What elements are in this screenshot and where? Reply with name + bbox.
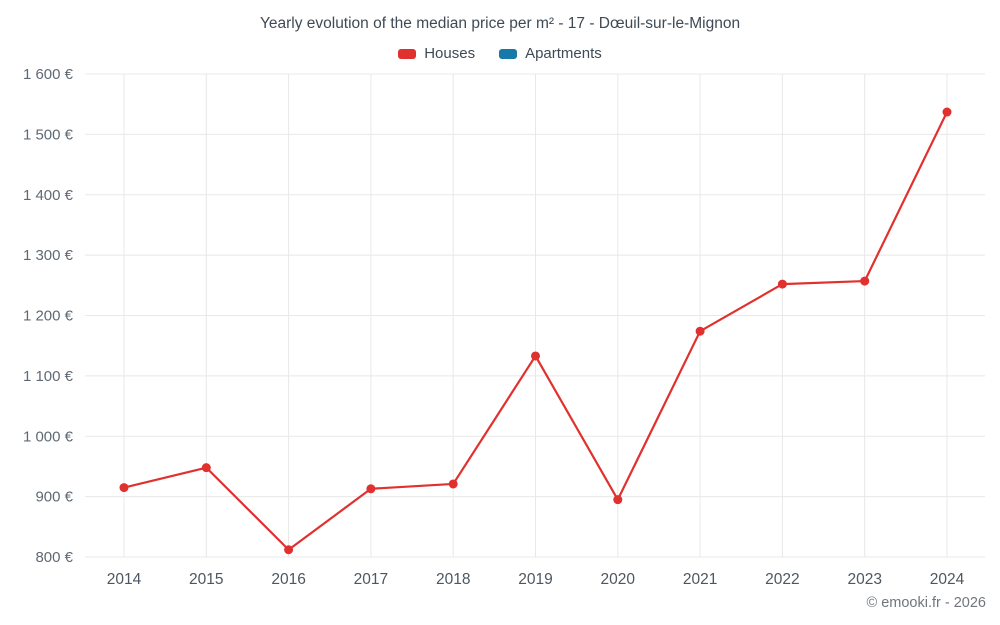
data-point[interactable] bbox=[119, 483, 129, 493]
y-tick-label: 1 300 € bbox=[23, 247, 74, 264]
x-tick-label: 2017 bbox=[354, 571, 388, 588]
y-tick-label: 1 000 € bbox=[23, 428, 74, 445]
x-tick-label: 2020 bbox=[601, 571, 636, 588]
legend-label-apartments: Apartments bbox=[525, 45, 602, 62]
x-tick-label: 2021 bbox=[683, 571, 717, 588]
y-tick-label: 1 100 € bbox=[23, 368, 74, 385]
data-point[interactable] bbox=[942, 107, 952, 117]
y-tick-label: 1 400 € bbox=[23, 187, 74, 204]
data-point[interactable] bbox=[448, 479, 458, 489]
data-point[interactable] bbox=[201, 463, 211, 473]
x-tick-label: 2015 bbox=[189, 571, 223, 588]
y-tick-label: 900 € bbox=[35, 489, 73, 506]
x-tick-label: 2019 bbox=[518, 571, 552, 588]
data-point[interactable] bbox=[860, 276, 870, 286]
legend-label-houses: Houses bbox=[424, 45, 476, 62]
houses-swatch-icon bbox=[398, 48, 417, 59]
legend-item-houses[interactable]: Houses bbox=[398, 45, 475, 62]
data-point[interactable] bbox=[613, 495, 623, 505]
data-point[interactable] bbox=[531, 351, 540, 361]
y-tick-label: 800 € bbox=[35, 549, 73, 566]
chart-canvas: 800 € 900 € 1 000 € 1 100 € 1 200 € 1 300 € 1 … bbox=[23, 66, 985, 588]
y-tick-label: 1 600 € bbox=[23, 66, 74, 83]
x-tick-label: 2014 bbox=[107, 571, 142, 588]
apartments-swatch-icon bbox=[499, 48, 518, 59]
chart-title: Yearly evolution of the median price per… bbox=[259, 15, 741, 32]
y-tick-label: 1 500 € bbox=[23, 126, 74, 143]
data-point[interactable] bbox=[366, 484, 376, 494]
x-tick-label: 2018 bbox=[436, 571, 470, 588]
y-tick-label: 1 200 € bbox=[23, 308, 74, 325]
x-tick-label: 2024 bbox=[930, 571, 965, 588]
data-point[interactable] bbox=[777, 279, 787, 289]
legend-item-apartments[interactable]: Apartments bbox=[499, 45, 602, 62]
x-tick-label: 2023 bbox=[847, 571, 881, 588]
x-tick-label: 2022 bbox=[765, 571, 799, 588]
data-point[interactable] bbox=[695, 326, 705, 336]
x-tick-label: 2016 bbox=[271, 571, 305, 588]
chart-legend: Houses Apartments bbox=[0, 45, 1000, 62]
chart-area: 800 € 900 € 1 000 € 1 100 € 1 200 € 1 300 € 1 … bbox=[0, 65, 1000, 605]
data-point[interactable] bbox=[284, 545, 294, 555]
watermark: © emooki.fr - 2026 bbox=[866, 595, 986, 611]
